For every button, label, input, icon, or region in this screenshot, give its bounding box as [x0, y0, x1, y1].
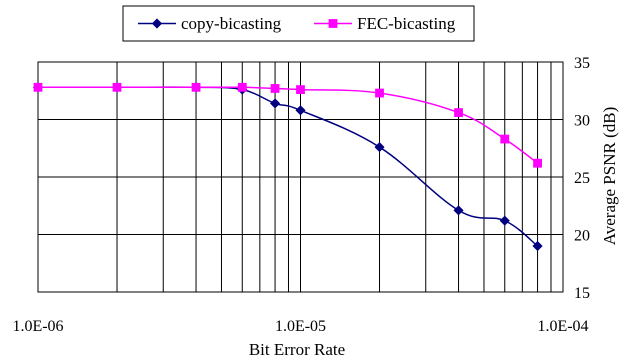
- y-tick-label-0: 15: [574, 285, 590, 302]
- tick-label-layer: 1.0E-06 1.0E-05 1.0E-04 15 20 25 30 35: [12, 55, 590, 335]
- data-point-fec-bicasting-2: [191, 82, 201, 92]
- data-point-fec-bicasting-6: [375, 88, 384, 98]
- data-point-copy-bicasting-4: [269, 98, 281, 109]
- x-tick-label-0: 1.0E-06: [12, 318, 63, 335]
- y-tick-label-4: 35: [574, 55, 590, 72]
- series-layer: [32, 82, 543, 252]
- plot-frame-layer: [37, 61, 564, 293]
- data-point-fec-bicasting-4: [270, 84, 280, 93]
- y-tick-label-3: 30: [574, 113, 590, 130]
- y-axis-label: Average PSNR (dB): [600, 107, 619, 246]
- x-tick-label-2: 1.0E-04: [537, 318, 588, 335]
- series-line-fec-bicasting: [37, 86, 539, 164]
- y-tick-label-1: 20: [574, 228, 590, 245]
- data-point-fec-bicasting-7: [454, 108, 463, 117]
- grid-layer: [37, 61, 564, 293]
- data-point-copy-bicasting-6: [374, 142, 385, 153]
- data-point-fec-bicasting-0: [33, 82, 43, 92]
- legend-label-fec-bicasting: FEC-bicasting: [357, 14, 456, 33]
- legend-marker-copy-bicasting: [151, 18, 163, 29]
- plot-area-frame: [37, 61, 564, 293]
- data-point-fec-bicasting-8: [500, 134, 510, 144]
- y-tick-label-2: 25: [574, 170, 590, 187]
- data-point-fec-bicasting-1: [112, 82, 122, 92]
- data-point-fec-bicasting-5: [296, 85, 305, 94]
- data-point-copy-bicasting-8: [499, 215, 510, 226]
- legend: copy-bicasting FEC-bicasting: [122, 5, 475, 42]
- data-point-copy-bicasting-5: [295, 105, 306, 116]
- data-point-copy-bicasting-9: [532, 240, 543, 252]
- x-axis-label: Bit Error Rate: [249, 340, 345, 359]
- legend-marker-fec-bicasting: [328, 19, 338, 28]
- legend-label-copy-bicasting: copy-bicasting: [181, 14, 282, 33]
- data-point-copy-bicasting-7: [453, 205, 464, 216]
- x-tick-label-1: 1.0E-05: [275, 318, 326, 335]
- legend-box: [122, 5, 475, 42]
- data-point-fec-bicasting-9: [533, 158, 542, 168]
- data-point-fec-bicasting-3: [237, 82, 247, 92]
